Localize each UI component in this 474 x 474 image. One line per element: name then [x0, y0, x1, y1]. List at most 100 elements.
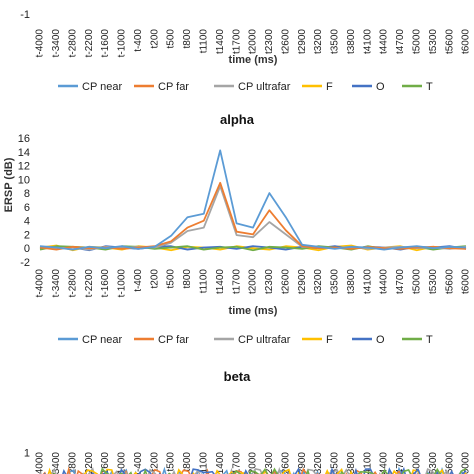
alpha-x-tick-label: t-3400 [51, 269, 62, 298]
alpha-y-tick-label: 12 [18, 161, 30, 173]
alpha-series-line [39, 185, 467, 251]
top-x-tick-label: t-1600 [100, 29, 111, 58]
alpha-x-tick-label: t800 [182, 269, 193, 289]
alpha-x-tick-label: t2900 [297, 269, 308, 294]
beta-x-tick-label: t-2200 [84, 452, 95, 474]
top-x-tick-label: t2000 [248, 29, 259, 54]
beta-y-tick-label: 1 [24, 447, 30, 459]
top-y-tick-label: -1 [20, 9, 30, 21]
alpha-x-tick-label: t6000 [461, 269, 472, 294]
alpha-x-tick-label: t5000 [411, 269, 422, 294]
top-x-tick-label: t6000 [461, 29, 472, 54]
alpha-x-tick-label: t1100 [198, 269, 209, 294]
top-x-tick-label: t3500 [330, 29, 341, 54]
beta-x-tick-label: t2600 [280, 452, 291, 474]
beta-x-tick-label: t5000 [411, 452, 422, 474]
legend-entry: F [326, 334, 333, 346]
beta-x-tick-label: t2300 [264, 452, 275, 474]
alpha-x-tick-label: t3200 [313, 269, 324, 294]
alpha-x-tick-label: t2600 [280, 269, 291, 294]
beta-chart-title: beta [224, 369, 252, 384]
beta-chart-panel: beta t-4000 t-3400 t-2800 t-2200 t-1600 t-1000… [24, 369, 472, 474]
top-x-tick-label: t3800 [346, 29, 357, 54]
alpha-x-tick-label: t500 [166, 269, 177, 289]
alpha-x-tick-label: t-2800 [67, 269, 78, 298]
top-x-tick-label: t2600 [280, 29, 291, 54]
top-x-tick-label: t1100 [198, 29, 209, 54]
alpha-x-tick-label: t-1000 [117, 269, 128, 298]
alpha-series-line [39, 149, 467, 251]
beta-x-tick-label: t-400 [133, 452, 144, 474]
top-x-tick-label: t-2800 [67, 29, 78, 58]
beta-series-line [47, 467, 467, 474]
alpha-x-tick-label: t5300 [428, 269, 439, 294]
top-x-tick-label: t-2200 [84, 29, 95, 58]
alpha-x-tick-label: t3800 [346, 269, 357, 294]
legend-entry: F [326, 81, 333, 93]
beta-x-tick-label: t3800 [346, 452, 357, 474]
top-x-tick-label: t-3400 [51, 29, 62, 58]
legend-entry: CP near [82, 81, 122, 93]
beta-x-tick-label: t5300 [428, 452, 439, 474]
beta-x-tick-label: t4100 [362, 452, 373, 474]
beta-x-tick-label: t3200 [313, 452, 324, 474]
alpha-x-tick-label: t4100 [362, 269, 373, 294]
alpha-y-tick-label: 14 [18, 147, 30, 159]
alpha-y-tick-label: 6 [24, 202, 30, 214]
beta-x-tick-label: t-1000 [117, 452, 128, 474]
alpha-x-tick-label: t4700 [395, 269, 406, 294]
alpha-x-tick-label: t1400 [215, 269, 226, 294]
top-x-tick-label: t5300 [428, 29, 439, 54]
top-x-tick-label: t1700 [231, 29, 242, 54]
beta-x-tick-label: t-2800 [67, 452, 78, 474]
beta-x-tick-label: t5600 [444, 452, 455, 474]
top-x-axis-title: time (ms) [229, 54, 278, 66]
top-x-tick-label: t4400 [379, 29, 390, 54]
alpha-y-axis-title: ERSP (dB) [3, 157, 15, 212]
top-x-tick-label: t4700 [395, 29, 406, 54]
top-x-tick-label: t200 [149, 29, 160, 49]
alpha-chart-title: alpha [220, 112, 255, 127]
beta-x-tick-label: t6000 [461, 452, 472, 474]
beta-x-tick-label: t800 [182, 452, 193, 472]
alpha-x-axis-title: time (ms) [229, 305, 278, 317]
alpha-x-tick-label: t5600 [444, 269, 455, 294]
legend-entry: T [426, 81, 433, 93]
alpha-x-tick-label: t3500 [330, 269, 341, 294]
legend-entry: T [426, 334, 433, 346]
beta-x-tick-label: t200 [149, 452, 160, 472]
beta-x-tick-label: t3500 [330, 452, 341, 474]
top-x-tick-label: t-400 [133, 29, 144, 52]
alpha-x-tick-label: t1700 [231, 269, 242, 294]
alpha-y-tick-label: 4 [24, 216, 30, 228]
beta-x-tick-label: t1100 [198, 452, 209, 474]
beta-x-tick-label: t2000 [248, 452, 259, 474]
beta-series-line [47, 466, 464, 474]
top-x-tick-label: t5000 [411, 29, 422, 54]
alpha-legend: CP near CP far CP ultrafar F O T [58, 334, 433, 346]
alpha-x-tick-label: t-1600 [100, 269, 111, 298]
alpha-x-tick-label: t200 [149, 269, 160, 289]
alpha-y-tick-label: 16 [18, 133, 30, 145]
beta-series-line [52, 467, 467, 474]
legend-entry: CP ultrafar [238, 81, 291, 93]
alpha-x-tick-label: t2000 [248, 269, 259, 294]
top-x-tick-label: t4100 [362, 29, 373, 54]
alpha-y-tick-label: 0 [24, 243, 30, 255]
top-x-tick-label: t2300 [264, 29, 275, 54]
top-x-tick-label: t3200 [313, 29, 324, 54]
top-legend: CP near CP far CP ultrafar F O T [58, 81, 433, 93]
top-chart-panel: -1 t-4000 t-3400 t-2800 t-2200 t-1600 t-1000 t-… [20, 9, 472, 66]
alpha-x-tick-label: t-2200 [84, 269, 95, 298]
top-x-tick-label: t-4000 [35, 29, 46, 58]
top-x-tick-label: t5600 [444, 29, 455, 54]
top-x-tick-label: t500 [166, 29, 177, 49]
alpha-x-tick-label: t2300 [264, 269, 275, 294]
alpha-y-tick-label: 10 [18, 174, 30, 186]
beta-x-tick-label: t2900 [297, 452, 308, 474]
beta-x-tick-label: t1400 [215, 452, 226, 474]
beta-x-tick-label: t4700 [395, 452, 406, 474]
top-x-tick-label: t1400 [215, 29, 226, 54]
